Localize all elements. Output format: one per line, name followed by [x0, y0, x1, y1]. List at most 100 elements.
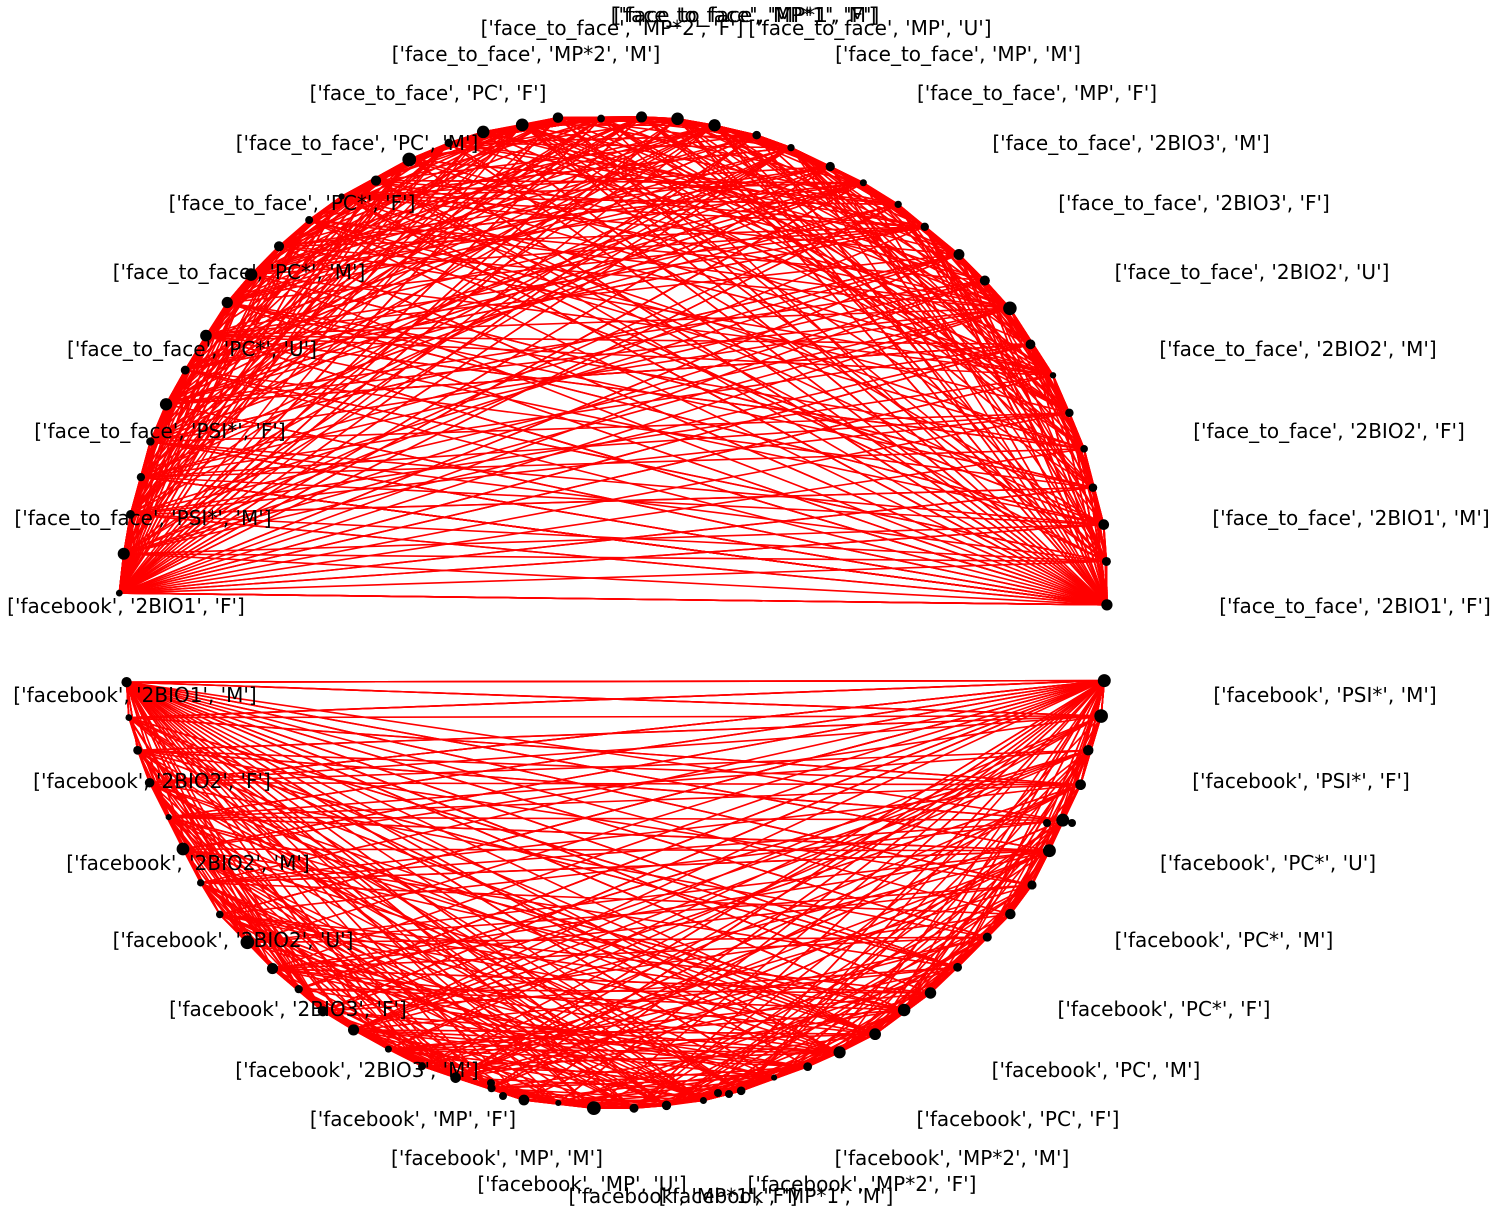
graph-node: [165, 814, 172, 821]
graph-edge: [149, 749, 1089, 784]
group-label-bottom: ['facebook', 'MP*2', 'F']: [748, 1172, 977, 1196]
graph-node: [384, 1045, 392, 1053]
graph-edge: [182, 848, 958, 969]
graph-edge: [740, 1051, 840, 1092]
graph-edge: [168, 816, 1063, 821]
node-layer: [115, 111, 1113, 1116]
graph-edge: [126, 681, 876, 1035]
graph-node: [636, 111, 648, 123]
graph-node: [1027, 880, 1037, 890]
graph-edge: [130, 253, 960, 516]
graph-node: [1101, 599, 1113, 611]
graph-node: [159, 398, 173, 411]
graph-edge: [119, 560, 1107, 594]
graph-node: [1065, 408, 1074, 418]
graph-edge: [219, 913, 559, 1104]
graph-edge: [455, 849, 1050, 1079]
graph-edge: [118, 245, 280, 594]
graph-edge: [903, 680, 1105, 1011]
group-label-top: ['face_to_face', '2BIO1', 'M']: [1212, 506, 1489, 530]
graph-edge: [1009, 680, 1106, 915]
group-label-top: ['face_to_face', 'MP', 'M']: [835, 42, 1081, 66]
graph-node: [1075, 779, 1086, 791]
group-label-bottom: ['facebook', 'PC', 'M']: [992, 1058, 1201, 1082]
group-label-top: ['face_to_face', '2BIO3', 'F']: [1058, 191, 1330, 215]
graph-node: [708, 119, 721, 132]
graph-node: [370, 175, 382, 186]
graph-node: [552, 112, 564, 123]
group-label-bottom: ['facebook', '2BIO1', 'M']: [13, 683, 256, 707]
graph-edge: [227, 146, 792, 304]
graph-edge: [1031, 784, 1082, 886]
graph-edge: [118, 196, 343, 594]
graph-node: [338, 193, 345, 200]
graph-edge: [123, 552, 1107, 606]
graph-node: [920, 222, 929, 232]
group-label-top: ['face_to_face', 'PC*', 'U']: [67, 337, 317, 361]
graph-node: [586, 1101, 601, 1116]
graph-edge: [278, 124, 523, 247]
graph-edge: [829, 166, 1108, 606]
group-label-top: ['face_to_face', 'MP*1', 'M']: [611, 3, 880, 27]
graph-edge: [185, 203, 899, 371]
graph-edge: [1029, 344, 1108, 606]
graph-edge: [558, 966, 958, 1104]
graph-edge: [839, 819, 1064, 1053]
graph-node: [125, 714, 133, 721]
graph-edge: [666, 819, 1064, 1107]
graph-node: [661, 1100, 672, 1111]
graph-node: [146, 437, 155, 446]
graph-edge: [168, 816, 704, 1102]
graph-edge: [491, 1076, 775, 1089]
graph-edge: [125, 681, 457, 1079]
graph-edge: [128, 716, 742, 1092]
graph-edge: [341, 195, 1108, 606]
graph-edge: [219, 679, 1105, 916]
graph-edge: [676, 118, 1108, 606]
group-label-bottom: ['facebook', '2BIO2', 'F']: [33, 769, 271, 793]
graph-node: [144, 777, 155, 788]
graph-edge: [165, 165, 831, 406]
graph-edge: [956, 680, 1106, 968]
graph-edge: [118, 369, 186, 594]
graph-node: [894, 200, 902, 209]
graph-edge: [182, 848, 667, 1107]
graph-node: [869, 1028, 881, 1041]
graph-edge: [119, 307, 1011, 594]
graph-edge: [641, 116, 1011, 310]
graph-edge: [341, 195, 960, 256]
graph-edge: [185, 369, 1094, 489]
graph-node: [305, 216, 314, 225]
graph-edge: [119, 279, 986, 594]
graph-edge: [773, 966, 959, 1079]
graph-edge: [118, 124, 523, 594]
graph-node: [555, 1099, 562, 1107]
graph-edge: [125, 682, 139, 751]
group-label-bottom: ['facebook', 'PC*', 'F']: [1058, 997, 1271, 1021]
graph-node: [221, 296, 233, 309]
graph-edge: [298, 679, 1105, 990]
graph-edge: [126, 681, 525, 1101]
graph-edge: [119, 486, 1094, 594]
graph-edge: [119, 343, 1031, 594]
graph-edge: [482, 131, 1108, 606]
graph-edge: [126, 681, 931, 994]
graph-edge: [140, 253, 960, 478]
graph-node: [115, 589, 123, 597]
graph-edge: [641, 116, 1094, 489]
graph-edge: [184, 124, 715, 371]
graph-edge: [128, 716, 840, 1054]
graph-edge: [126, 681, 1102, 717]
graph-edge: [278, 124, 715, 248]
graph-edge: [251, 226, 925, 276]
graph-edge: [353, 679, 1105, 1031]
graph-edge: [126, 681, 742, 1092]
graph-node: [266, 963, 279, 975]
graph-edge: [118, 274, 252, 594]
graph-edge: [205, 226, 925, 337]
graph-node: [347, 1024, 360, 1036]
graph-node: [953, 962, 963, 972]
graph-edge: [278, 245, 1108, 606]
graph-edge: [924, 226, 1105, 525]
graph-edge: [126, 681, 809, 1068]
